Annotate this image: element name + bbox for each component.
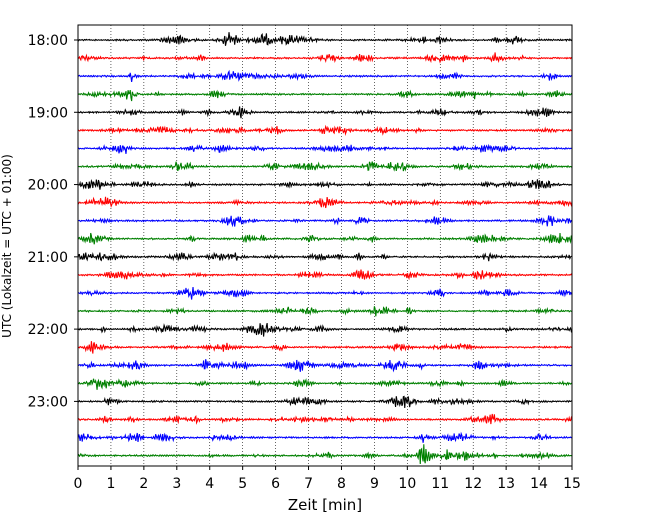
x-tick-label: 6	[271, 476, 280, 492]
x-axis-label: Zeit [min]	[288, 496, 362, 514]
trace-line	[77, 215, 573, 228]
trace-line	[77, 251, 573, 262]
x-axis: 0 1 2 3 4 5 6 7 8 9 10 11 12 13 14 15	[74, 466, 581, 492]
x-tick-label: 13	[497, 476, 515, 492]
trace-line	[77, 178, 573, 190]
trace-line	[77, 306, 573, 317]
x-tick-label: 12	[464, 476, 482, 492]
x-tick-label: 3	[172, 476, 181, 492]
y-axis: 18:00 19:00 20:00 21:00 22:00 23:00	[28, 33, 78, 410]
trace-line	[77, 413, 573, 425]
y-tick-label: 18:00	[28, 33, 68, 49]
x-tick-label: 15	[563, 476, 581, 492]
trace-line	[77, 32, 573, 46]
y-axis-label: UTC (Lokalzeit = UTC + 01:00)	[0, 154, 14, 338]
trace-line	[77, 378, 573, 390]
x-tick-label: 14	[530, 476, 548, 492]
trace-line	[77, 52, 573, 64]
trace-line	[77, 444, 573, 465]
trace-line	[77, 431, 573, 443]
x-tick-label: 8	[337, 476, 346, 492]
x-tick-label: 9	[370, 476, 379, 492]
trace-line	[77, 89, 573, 102]
x-tick-label: 10	[398, 476, 416, 492]
trace-line	[77, 359, 573, 373]
y-tick-label: 22:00	[28, 322, 68, 338]
y-tick-label: 21:00	[28, 250, 68, 266]
trace-line	[77, 196, 573, 209]
trace-line	[77, 161, 573, 172]
x-tick-label: 4	[205, 476, 214, 492]
x-tick-label: 2	[139, 476, 148, 492]
y-tick-label: 20:00	[28, 178, 68, 194]
trace-line	[77, 269, 573, 281]
x-tick-label: 0	[74, 476, 83, 492]
x-tick-label: 7	[304, 476, 313, 492]
trace-line	[77, 69, 573, 83]
traces	[77, 32, 573, 465]
y-tick-label: 23:00	[28, 394, 68, 410]
trace-line	[77, 322, 573, 337]
trace-line	[77, 286, 573, 300]
trace-line	[77, 232, 573, 245]
trace-line	[77, 341, 573, 354]
trace-line	[77, 143, 573, 154]
x-tick-label: 1	[106, 476, 115, 492]
x-tick-label: 5	[238, 476, 247, 492]
y-tick-label: 19:00	[28, 105, 68, 121]
plot-area	[78, 25, 572, 466]
plot-frame	[77, 24, 573, 467]
x-tick-label: 11	[431, 476, 449, 492]
trace-line	[77, 395, 573, 408]
trace-line	[77, 106, 573, 119]
trace-line	[77, 124, 573, 136]
